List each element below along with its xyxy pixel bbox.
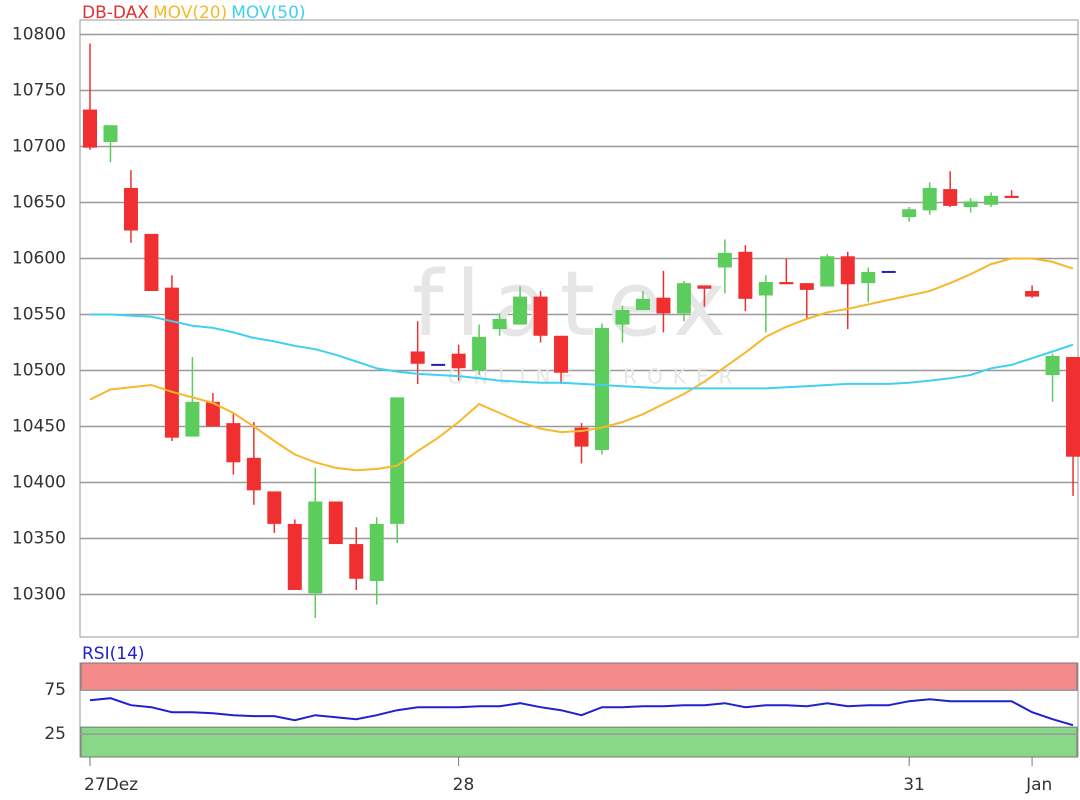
candle-body bbox=[697, 285, 712, 289]
candle-body bbox=[123, 187, 138, 231]
candle-body bbox=[328, 501, 343, 545]
candle-body bbox=[185, 401, 200, 437]
band bbox=[80, 726, 1078, 758]
candle-body bbox=[738, 251, 753, 299]
candle-body bbox=[902, 209, 917, 218]
candle-body bbox=[472, 336, 487, 371]
legend-entry: MOV(50) bbox=[231, 3, 305, 23]
candle-body bbox=[451, 353, 466, 369]
candle-body bbox=[1004, 195, 1019, 199]
candle-body bbox=[308, 501, 323, 594]
candle-body bbox=[369, 523, 384, 582]
candle-body bbox=[943, 189, 958, 206]
y-tick-label: 10800 bbox=[12, 25, 66, 45]
candle-body bbox=[840, 256, 855, 285]
candle-body bbox=[595, 327, 609, 450]
y-tick-label: 10750 bbox=[12, 81, 66, 101]
candle-body bbox=[615, 310, 630, 325]
candle-body bbox=[758, 282, 773, 296]
candle-body bbox=[205, 401, 220, 427]
y-tick-label: 10700 bbox=[12, 137, 66, 157]
line-series bbox=[89, 697, 1074, 727]
candle-body bbox=[820, 256, 835, 287]
x-tick-label: 27Dez bbox=[84, 775, 138, 795]
y-tick-label: 10600 bbox=[12, 249, 66, 269]
candle-body bbox=[246, 457, 261, 491]
candle-body bbox=[676, 283, 691, 314]
candle-body bbox=[717, 252, 732, 268]
candle-body bbox=[164, 287, 179, 438]
candle-body bbox=[635, 298, 650, 311]
candle-body bbox=[492, 318, 507, 330]
y-tick-label: 10400 bbox=[12, 472, 66, 492]
y-tick-label: 10450 bbox=[12, 416, 66, 436]
main-plot-frame bbox=[79, 19, 1079, 638]
candle-body bbox=[1066, 357, 1080, 457]
candle-body bbox=[287, 523, 302, 590]
y-tick-label: 10350 bbox=[12, 528, 66, 548]
candle-body bbox=[861, 271, 876, 284]
candle-body bbox=[799, 283, 814, 290]
y-tick-label: 75 bbox=[44, 680, 66, 700]
candle-body bbox=[1025, 290, 1040, 297]
candle-body bbox=[349, 544, 364, 579]
legend-entry: MOV(20) bbox=[153, 3, 227, 23]
line-series bbox=[89, 257, 1074, 472]
candle-body bbox=[963, 201, 978, 208]
candle-body bbox=[554, 335, 569, 373]
y-tick-label: 10650 bbox=[12, 193, 66, 213]
y-tick-label: 10550 bbox=[12, 305, 66, 325]
x-tick-label: Jan bbox=[1025, 775, 1052, 795]
candle-body bbox=[779, 282, 794, 285]
band bbox=[80, 662, 1078, 691]
candle-body bbox=[144, 233, 159, 291]
candle-body bbox=[226, 423, 241, 463]
candle-body bbox=[984, 195, 999, 205]
candle-body bbox=[267, 491, 282, 524]
legend-entry: RSI(14) bbox=[82, 644, 145, 664]
candle-body bbox=[574, 427, 589, 447]
candle-body bbox=[1045, 355, 1060, 375]
candle-body bbox=[103, 125, 118, 143]
x-tick-label: 28 bbox=[453, 775, 475, 795]
legend-entry: DB-DAX bbox=[82, 3, 149, 23]
candle-body bbox=[922, 187, 937, 211]
y-tick-label: 10300 bbox=[12, 584, 66, 604]
line-series bbox=[90, 313, 1074, 390]
candle-body bbox=[83, 109, 97, 148]
x-tick-label: 31 bbox=[903, 775, 925, 795]
watermark: flatex bbox=[412, 252, 738, 357]
candle-body bbox=[410, 351, 425, 364]
y-tick-label: 25 bbox=[44, 724, 66, 744]
candle-body bbox=[533, 296, 548, 336]
candle-body bbox=[390, 397, 405, 524]
y-tick-label: 10500 bbox=[12, 360, 66, 380]
candle-body bbox=[513, 296, 528, 325]
candle-body bbox=[656, 297, 671, 314]
